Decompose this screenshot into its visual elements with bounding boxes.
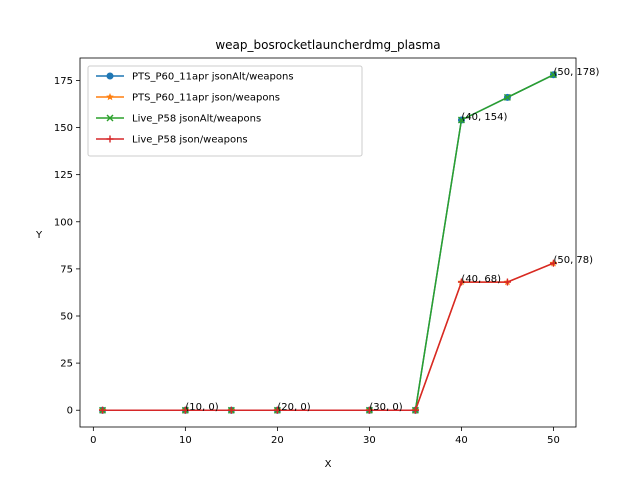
y-tick-label: 25: [60, 359, 73, 370]
data-point: [106, 93, 114, 101]
y-tick-label: 50: [60, 311, 73, 322]
legend: PTS_P60_11apr jsonAlt/weapons PTS_P60_11a…: [87, 65, 363, 157]
x-tick-label: 10: [179, 435, 192, 446]
legend-label: PTS_P60_11apr json/weapons: [132, 93, 280, 104]
data-point: [106, 114, 114, 122]
marker-stroke: [503, 93, 511, 101]
y-tick-label: 0: [67, 406, 73, 417]
x-tick-label: 40: [455, 435, 468, 446]
data-point: [99, 406, 107, 414]
legend-box: [87, 65, 363, 157]
data-point: [457, 116, 465, 124]
y-tick-label: 175: [54, 76, 73, 87]
data-point: [503, 278, 511, 286]
x-tick-label: 20: [271, 435, 284, 446]
legend-entry: Live_P58 jsonAlt/weapons: [96, 114, 261, 125]
legend-label: PTS_P60_11apr jsonAlt/weapons: [132, 72, 294, 83]
legend-entry: PTS_P60_11apr jsonAlt/weapons: [96, 72, 294, 83]
plot-area: 0 10 20 30 40 50 0 25 50 75 100 125 150 175 (10, 0) (20…: [54, 67, 600, 446]
y-tick-label: 100: [54, 217, 73, 228]
data-point: [181, 406, 189, 414]
marker-stroke: [549, 71, 557, 79]
point-annotation: (50, 78): [553, 255, 593, 266]
data-point: [457, 278, 465, 286]
data-point: [549, 259, 557, 267]
marker-stroke: [106, 114, 114, 122]
x-tick-label: 0: [90, 435, 96, 446]
data-point: [503, 93, 511, 101]
point-annotation: (30, 0): [369, 402, 402, 413]
legend-label: Live_P58 json/weapons: [132, 135, 248, 146]
data-point: [106, 72, 114, 80]
legend-entry: Live_P58 json/weapons: [96, 135, 248, 146]
point-annotation: (40, 68): [461, 274, 501, 285]
point-annotation: (10, 0): [185, 402, 218, 413]
legend-label: Live_P58 jsonAlt/weapons: [132, 114, 261, 125]
chart-title: weap_bosrocketlauncherdmg_plasma: [215, 38, 440, 52]
data-point: [549, 71, 557, 79]
series-4: [99, 259, 557, 414]
x-tick-label: 30: [363, 435, 376, 446]
y-axis-label: Y: [35, 230, 43, 241]
data-point: [365, 406, 373, 414]
marker-stroke: [457, 116, 465, 124]
x-tick-label: 50: [547, 435, 560, 446]
point-annotation: (20, 0): [277, 402, 310, 413]
point-annotation: (40, 154): [461, 112, 507, 123]
data-point: [227, 406, 235, 414]
x-axis-label: X: [325, 459, 332, 470]
y-tick-label: 150: [54, 123, 73, 134]
y-tick-label: 125: [54, 170, 73, 181]
axes-frame: [79, 57, 577, 428]
y-tick-label: 75: [60, 264, 73, 275]
data-point: [411, 406, 419, 414]
legend-entry: PTS_P60_11apr json/weapons: [96, 93, 280, 104]
point-annotation: (50, 178): [553, 67, 599, 78]
data-point: [273, 406, 281, 414]
data-point: [106, 135, 114, 143]
